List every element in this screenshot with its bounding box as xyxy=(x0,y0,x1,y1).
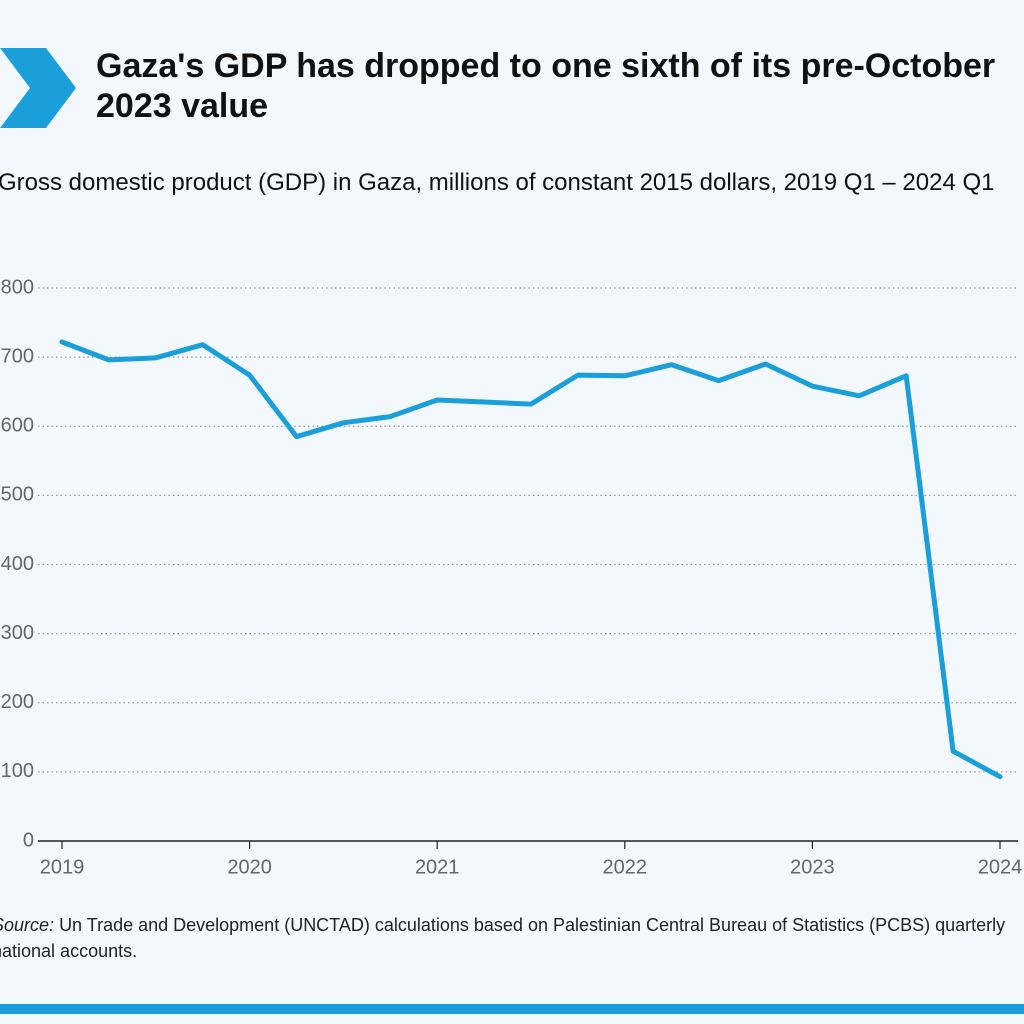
chevron-icon xyxy=(0,48,76,128)
chart-title: Gaza's GDP has dropped to one sixth of i… xyxy=(96,47,996,125)
x-tick-label: 2023 xyxy=(790,856,835,878)
y-tick-label: 400 xyxy=(1,553,34,575)
y-tick-label: 300 xyxy=(1,622,34,644)
y-tick-label: 700 xyxy=(1,345,34,367)
x-tick-label: 2019 xyxy=(40,856,85,878)
y-tick-label: 800 xyxy=(1,276,34,298)
x-tick-label: 2021 xyxy=(415,856,460,878)
chart: 0 100 200 300 400 500 600 700 800 2019 2020 2021 202… xyxy=(1,276,1023,878)
y-tick-label: 200 xyxy=(1,691,34,713)
y-tick-label: 500 xyxy=(1,484,34,506)
bottom-bar xyxy=(0,1004,1024,1014)
y-tick-label: 600 xyxy=(1,415,34,437)
source-note: Source: Un Trade and Development (UNCTAD… xyxy=(0,912,1022,964)
source-label: Source: xyxy=(0,915,55,935)
chart-subtitle: Gross domestic product (GDP) in Gaza, mi… xyxy=(0,169,995,196)
y-tick-label: 100 xyxy=(1,760,34,782)
x-tick-label: 2024 xyxy=(978,856,1023,878)
x-tick-label: 2020 xyxy=(227,856,272,878)
y-tick-label: 0 xyxy=(23,829,34,851)
source-text: Un Trade and Development (UNCTAD) calcul… xyxy=(0,915,1006,961)
data-line xyxy=(59,339,1003,780)
x-tick-label: 2022 xyxy=(603,856,648,878)
